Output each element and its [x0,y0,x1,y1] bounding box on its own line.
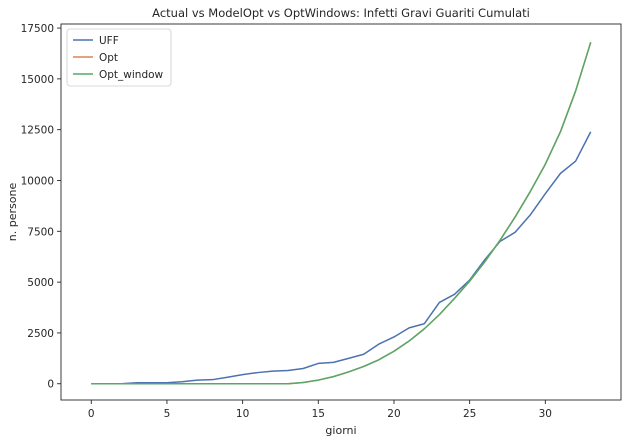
plot-frame [60,23,622,401]
x-tick-label: 15 [312,408,325,420]
y-tick-label: 0 [47,379,54,391]
series-line-opt [91,42,592,385]
legend-box [66,28,172,87]
x-tick-label: 25 [463,408,476,420]
chart-title: Actual vs ModelOpt vs OptWindows: Infett… [152,6,530,20]
series-line-opt-window [91,42,592,385]
y-tick-label: 2500 [27,328,54,340]
y-tick-label: 12500 [21,125,54,137]
y-tick-label: 7500 [27,226,54,238]
y-tick-label: 15000 [21,74,54,86]
y-tick-label: 10000 [21,175,54,187]
legend-label-uff: UFF [99,35,119,47]
y-axis: 0 2500 5000 7500 10000 12500 15000 17500 [21,23,61,391]
legend-label-opt-window: Opt_window [99,69,164,81]
y-axis-label: n. persone [6,183,19,242]
x-tick-label: 0 [88,408,95,420]
y-tick-label: 5000 [27,277,54,289]
legend-label-opt: Opt [99,52,118,64]
series-line-uff [91,131,592,385]
legend: UFF Opt Opt_window [66,28,172,87]
x-axis: 0 5 10 15 20 25 30 [88,400,552,420]
series-layer [91,42,592,385]
y-tick-label: 17500 [21,23,54,35]
x-tick-label: 30 [539,408,552,420]
x-tick-label: 10 [236,408,249,420]
x-tick-label: 5 [164,408,171,420]
x-axis-label: giorni [325,424,356,437]
x-tick-label: 20 [387,408,400,420]
